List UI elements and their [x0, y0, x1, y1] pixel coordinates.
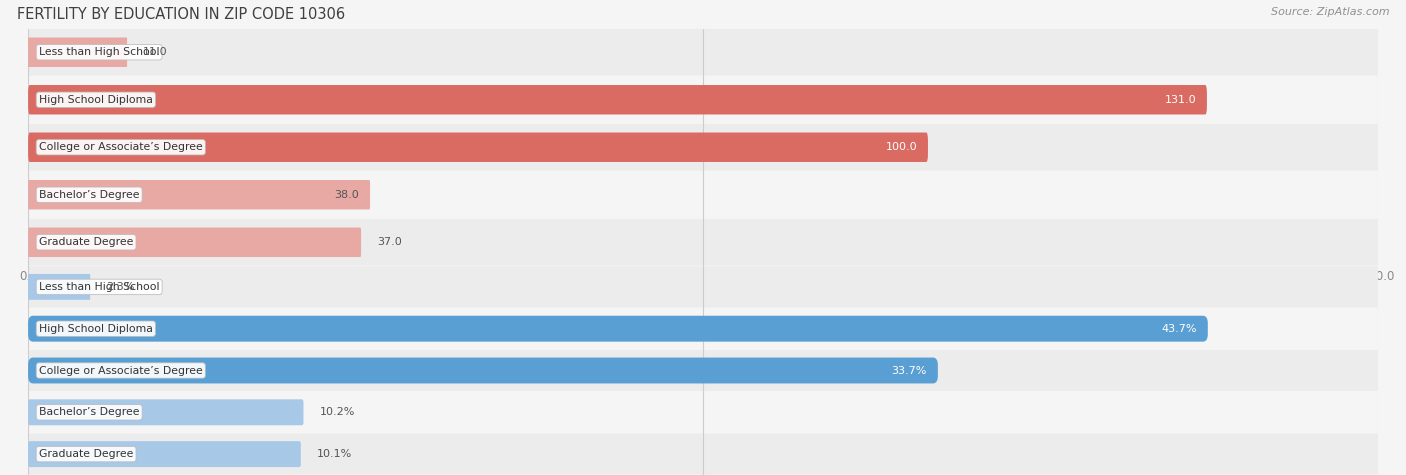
FancyBboxPatch shape [28, 133, 928, 162]
Text: 131.0: 131.0 [1164, 95, 1197, 105]
Text: Graduate Degree: Graduate Degree [39, 237, 134, 247]
Text: Less than High School: Less than High School [39, 47, 159, 57]
Text: Bachelor’s Degree: Bachelor’s Degree [39, 407, 139, 418]
FancyBboxPatch shape [28, 316, 1208, 342]
FancyBboxPatch shape [28, 274, 90, 300]
FancyBboxPatch shape [28, 85, 1206, 114]
Text: Source: ZipAtlas.com: Source: ZipAtlas.com [1271, 7, 1389, 17]
FancyBboxPatch shape [28, 399, 304, 425]
FancyBboxPatch shape [28, 29, 1378, 76]
Text: College or Associate’s Degree: College or Associate’s Degree [39, 365, 202, 376]
FancyBboxPatch shape [28, 392, 1378, 433]
FancyBboxPatch shape [28, 228, 361, 257]
Text: 38.0: 38.0 [335, 190, 360, 200]
Text: Bachelor’s Degree: Bachelor’s Degree [39, 190, 139, 200]
FancyBboxPatch shape [28, 441, 301, 467]
Text: 11.0: 11.0 [143, 47, 167, 57]
FancyBboxPatch shape [28, 219, 1378, 266]
FancyBboxPatch shape [28, 434, 1378, 475]
Text: 37.0: 37.0 [377, 237, 402, 247]
Text: 100.0: 100.0 [886, 142, 917, 152]
Text: 2.3%: 2.3% [107, 282, 135, 292]
Text: Less than High School: Less than High School [39, 282, 159, 292]
FancyBboxPatch shape [28, 350, 1378, 391]
FancyBboxPatch shape [28, 124, 1378, 171]
Text: 10.2%: 10.2% [319, 407, 356, 418]
Text: FERTILITY BY EDUCATION IN ZIP CODE 10306: FERTILITY BY EDUCATION IN ZIP CODE 10306 [17, 7, 344, 22]
Text: High School Diploma: High School Diploma [39, 95, 153, 105]
FancyBboxPatch shape [28, 266, 1378, 307]
FancyBboxPatch shape [28, 358, 938, 383]
FancyBboxPatch shape [28, 76, 1378, 123]
Text: 33.7%: 33.7% [891, 365, 927, 376]
Text: Graduate Degree: Graduate Degree [39, 449, 134, 459]
FancyBboxPatch shape [28, 171, 1378, 218]
Text: 10.1%: 10.1% [316, 449, 353, 459]
FancyBboxPatch shape [28, 38, 127, 67]
Text: High School Diploma: High School Diploma [39, 323, 153, 334]
Text: 43.7%: 43.7% [1161, 323, 1197, 334]
FancyBboxPatch shape [28, 308, 1378, 349]
FancyBboxPatch shape [28, 180, 370, 209]
Text: College or Associate’s Degree: College or Associate’s Degree [39, 142, 202, 152]
